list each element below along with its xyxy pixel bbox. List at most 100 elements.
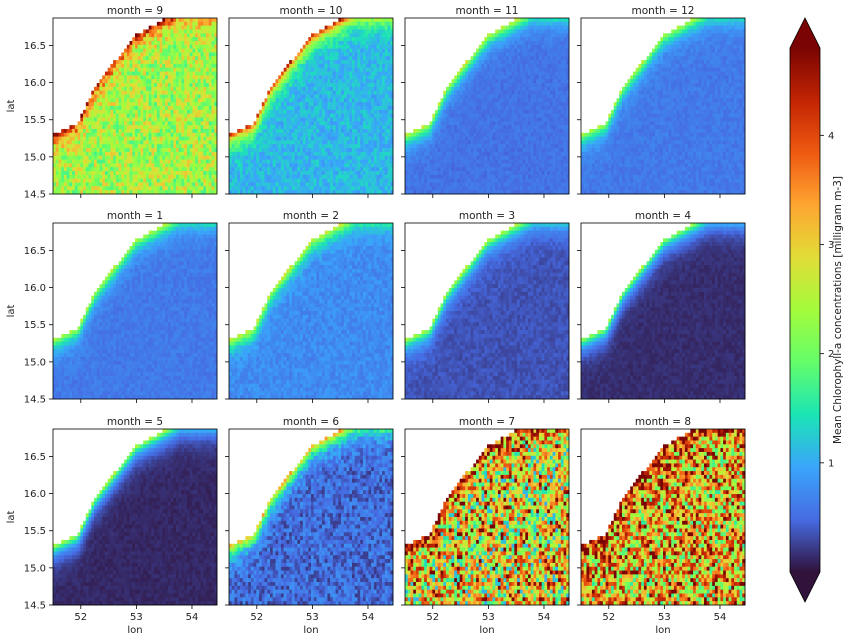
heatmap-cell xyxy=(195,174,199,180)
heatmap-cell xyxy=(214,44,218,50)
heatmap-cell xyxy=(91,136,95,141)
heatmap-cell xyxy=(533,37,537,42)
heatmap-cell xyxy=(354,52,358,57)
heatmap-cell xyxy=(192,79,196,84)
heatmap-cell xyxy=(538,67,543,72)
heatmap-cell xyxy=(311,106,315,111)
heatmap-cell xyxy=(373,44,377,50)
heatmap-cell xyxy=(88,98,92,103)
heatmap-cell xyxy=(365,151,369,157)
heatmap-cell xyxy=(197,37,201,42)
heatmap-cell xyxy=(178,29,182,34)
heatmap-cell xyxy=(349,63,353,69)
heatmap-cell xyxy=(349,60,353,65)
heatmap-cell xyxy=(253,136,257,141)
heatmap-cell xyxy=(349,167,353,172)
heatmap-cell xyxy=(231,182,235,187)
heatmap-cell xyxy=(94,182,98,187)
heatmap-cell xyxy=(91,128,95,134)
heatmap-cell xyxy=(305,75,309,80)
heatmap-cell xyxy=(63,159,68,164)
heatmap-cell xyxy=(159,90,163,95)
heatmap-cell xyxy=(484,75,488,80)
heatmap-cell xyxy=(83,190,87,195)
heatmap-cell xyxy=(313,86,317,92)
heatmap-cell xyxy=(368,109,372,115)
heatmap-cell xyxy=(346,132,350,138)
heatmap-cell xyxy=(346,63,350,69)
heatmap-cell xyxy=(467,75,471,80)
heatmap-cell xyxy=(286,117,290,122)
heatmap-cell xyxy=(186,171,191,176)
heatmap-cell xyxy=(203,121,207,126)
heatmap-cell xyxy=(525,52,529,57)
heatmap-cell xyxy=(283,94,287,99)
heatmap-cell xyxy=(200,60,204,65)
heatmap-cell xyxy=(151,83,155,88)
heatmap-cell xyxy=(173,171,177,176)
heatmap-cell xyxy=(162,48,166,53)
heatmap-cell xyxy=(497,33,502,38)
heatmap-cell xyxy=(324,178,328,183)
heatmap-cell xyxy=(335,144,339,149)
heatmap-cell xyxy=(517,75,521,80)
heatmap-cell xyxy=(118,113,122,118)
heatmap-cell xyxy=(478,79,482,84)
heatmap-cell xyxy=(371,25,375,30)
heatmap-cell xyxy=(327,182,331,187)
heatmap-cell xyxy=(167,48,171,53)
heatmap-cell xyxy=(186,128,191,134)
heatmap-cell xyxy=(384,128,388,134)
heatmap-cell xyxy=(305,79,309,84)
heatmap-cell xyxy=(544,21,548,27)
heatmap-cell xyxy=(124,63,128,69)
heatmap-cell xyxy=(278,148,282,153)
heatmap-cell xyxy=(154,52,158,57)
heatmap-cell xyxy=(335,167,339,172)
heatmap-cell xyxy=(384,75,388,80)
heatmap-cell xyxy=(346,121,350,126)
heatmap-cell xyxy=(264,167,268,172)
heatmap-cell xyxy=(88,155,92,160)
heatmap-cell xyxy=(184,167,188,172)
heatmap-cell xyxy=(178,117,182,122)
heatmap-cell xyxy=(74,190,78,195)
heatmap-cell xyxy=(132,40,136,46)
heatmap-cell xyxy=(261,117,265,122)
heatmap-cell xyxy=(151,86,155,92)
heatmap-cell xyxy=(94,132,98,138)
heatmap-cell xyxy=(94,163,98,168)
heatmap-cell xyxy=(321,113,326,118)
heatmap-cell xyxy=(302,144,306,149)
heatmap-cell xyxy=(324,174,328,180)
heatmap-cell xyxy=(181,33,185,38)
heatmap-cell xyxy=(484,48,488,53)
heatmap-cell xyxy=(245,171,249,176)
heatmap-cell xyxy=(143,144,147,149)
heatmap-cell xyxy=(308,67,312,72)
heatmap-cell xyxy=(272,178,276,183)
heatmap-cell xyxy=(167,155,171,160)
heatmap-cell xyxy=(368,63,372,69)
heatmap-cell xyxy=(291,67,295,72)
heatmap-cell xyxy=(110,121,114,126)
heatmap-cell xyxy=(343,159,347,164)
heatmap-cell xyxy=(506,48,510,53)
heatmap-cell xyxy=(184,140,188,145)
heatmap-cell xyxy=(102,75,106,80)
heatmap-cell xyxy=(371,40,375,46)
heatmap-cell xyxy=(376,186,380,191)
heatmap-cell xyxy=(302,67,306,72)
heatmap-cell xyxy=(124,136,128,141)
heatmap-cell xyxy=(541,37,545,42)
heatmap-cell xyxy=(352,136,356,141)
heatmap-cell xyxy=(275,163,279,168)
heatmap-cell xyxy=(176,132,180,138)
heatmap-cell xyxy=(162,159,166,164)
heatmap-cell xyxy=(145,186,150,191)
heatmap-cell xyxy=(332,94,336,99)
heatmap-cell xyxy=(137,178,141,183)
heatmap-cell xyxy=(382,167,386,172)
heatmap-cell xyxy=(69,132,73,138)
heatmap-cell xyxy=(360,98,364,103)
